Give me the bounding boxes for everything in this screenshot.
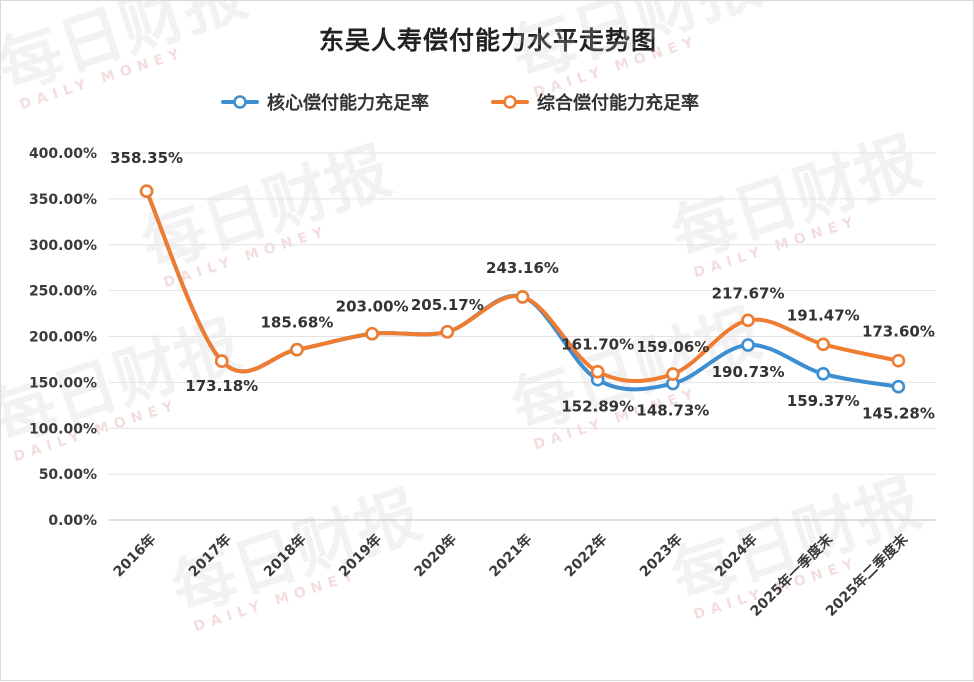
legend-swatch-marker [503,95,517,109]
data-label-comprehensive: 185.68% [260,314,333,332]
series-2-point [741,313,755,328]
y-tick-label: 350.00% [29,192,97,208]
data-label-comprehensive: 205.17% [411,296,484,314]
series-2-point [214,354,229,368]
data-label-comprehensive: 161.70% [561,336,634,354]
series-2-point [891,353,906,368]
data-label-comprehensive: 358.35% [110,149,183,167]
data-label-comprehensive: 243.16% [486,259,559,277]
data-label-comprehensive: 191.47% [787,306,860,324]
series-points [139,184,906,394]
data-label-core: 148.73% [636,402,709,420]
y-tick-label: 300.00% [29,238,97,254]
data-label-comprehensive: 203.00% [336,298,409,316]
y-tick-label: 50.00% [39,467,97,483]
legend-swatch-marker [233,95,247,109]
y-tick-label: 250.00% [29,284,97,300]
legend: 核心偿付能力充足率 综合偿付能力充足率 [221,92,699,114]
series-1-point [816,366,831,381]
data-labels: 358.35% 173.18% 185.68%203.00% 205.17% 243.1… [110,149,935,422]
series-2-point [440,324,455,339]
series-line-2 [144,189,901,383]
legend-label: 综合偿付能力充足率 [537,92,699,114]
y-tick-label: 150.00% [29,375,97,391]
y-tick-label: 100.00% [29,421,97,437]
series-1-point [891,379,906,394]
series-2-point [816,337,831,352]
data-label-comprehensive: 173.60% [862,323,935,341]
data-label-core: 190.73% [712,363,785,381]
series-1-point [741,338,755,352]
series-2-point [515,290,530,304]
legend-item: 核心偿付能力充足率 [221,92,429,114]
series-lines [144,189,901,392]
chart-title: 东吴人寿偿付能力水平走势图 [318,26,657,55]
series-2-point [666,367,680,381]
data-label-comprehensive: 159.06% [636,338,709,356]
data-label-comprehensive: 173.18% [185,377,258,395]
x-tick-label: 2021年 [486,531,535,580]
watermark-text: 每日财报 [663,125,929,274]
data-label-core: 159.37% [787,392,860,410]
y-tick-label: 400.00% [29,146,97,162]
legend-label: 核心偿付能力充足率 [267,92,429,114]
legend-item: 综合偿付能力充足率 [491,92,699,114]
x-tick-label: 2022年 [561,531,610,580]
y-tick-label: 0.00% [48,513,97,529]
series-2-point [290,342,304,357]
x-tick-label: 2016年 [110,531,159,580]
series-2-point [590,364,605,379]
series-2-point [139,184,154,199]
data-label-core: 145.28% [862,405,935,423]
gridlines [109,152,936,521]
y-tick-label: 200.00% [29,330,97,346]
series-2-point [365,326,379,341]
watermark-text: 每日财报 [503,1,769,94]
y-axis-ticks: 0.00% 50.00% 100.00% 150.00% 200.00% 250.00% 3… [29,146,97,529]
data-label-comprehensive: 217.67% [712,284,785,302]
data-label-core: 152.89% [561,398,634,416]
